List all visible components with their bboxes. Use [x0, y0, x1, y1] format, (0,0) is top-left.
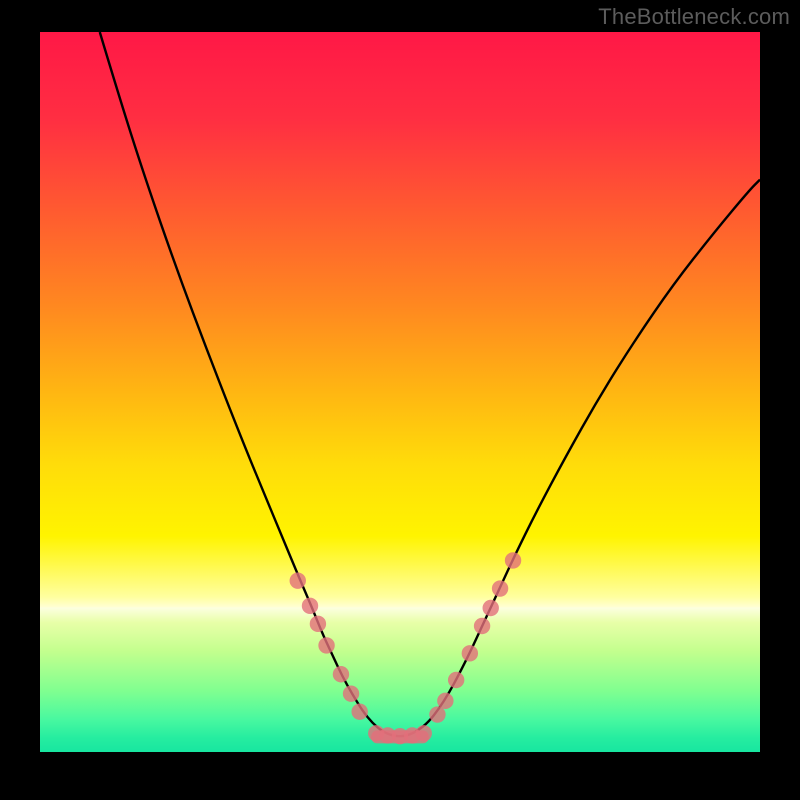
scatter-point — [437, 693, 453, 709]
plot-area-gradient — [40, 32, 760, 752]
scatter-point — [429, 706, 445, 722]
scatter-point — [416, 725, 432, 741]
scatter-point — [474, 618, 490, 634]
chart-stage: TheBottleneck.com — [0, 0, 800, 800]
scatter-point — [318, 637, 334, 653]
scatter-point — [505, 552, 521, 568]
scatter-point — [351, 703, 367, 719]
watermark-text: TheBottleneck.com — [598, 4, 790, 30]
scatter-point — [333, 666, 349, 682]
scatter-point — [492, 580, 508, 596]
scatter-point — [310, 616, 326, 632]
scatter-point — [448, 672, 464, 688]
scatter-point — [343, 685, 359, 701]
scatter-point — [302, 598, 318, 614]
scatter-point — [462, 645, 478, 661]
bottleneck-chart — [0, 0, 800, 800]
scatter-point — [483, 600, 499, 616]
scatter-point — [290, 572, 306, 588]
